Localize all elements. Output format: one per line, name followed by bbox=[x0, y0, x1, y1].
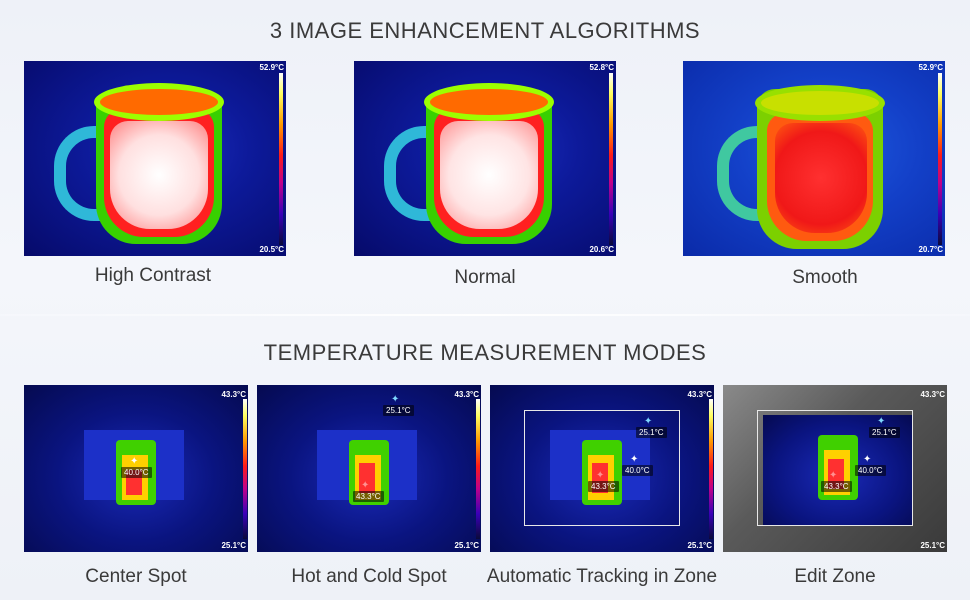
section-title-measurement: TEMPERATURE MEASUREMENT MODES bbox=[263, 340, 707, 365]
min-temp-label: 20.6°C bbox=[589, 245, 614, 254]
center-temp-tag: 40.0°C bbox=[622, 465, 653, 476]
caption-center-spot: Center Spot bbox=[85, 566, 187, 587]
center-temp-tag: 40.0°C bbox=[855, 465, 886, 476]
max-temp-label: 43.3°C bbox=[920, 390, 945, 399]
center-temp-tag: 40.0°C bbox=[121, 467, 152, 478]
max-temp-label: 43.3°C bbox=[687, 390, 712, 399]
temperature-scale bbox=[709, 399, 713, 539]
caption-high-contrast: High Contrast bbox=[94, 265, 212, 286]
section-divider bbox=[0, 314, 970, 316]
thermal-image-center-spot: ✦ 40.0°C 43.3°C 25.1°C bbox=[24, 385, 248, 552]
center-crosshair-icon: ✦ bbox=[130, 456, 139, 467]
hot-temp-tag: 43.3°C bbox=[821, 481, 852, 492]
max-temp-label: 43.3°C bbox=[454, 390, 479, 399]
min-temp-label: 25.1°C bbox=[920, 541, 945, 550]
thermal-image-hot-cold-spot: ✦ 25.1°C ✦ 43.3°C 43.3°C 25.1°C bbox=[257, 385, 481, 552]
cold-spot-icon: ✦ bbox=[644, 416, 653, 427]
thermal-image-normal: 52.8°C 20.6°C bbox=[354, 61, 616, 256]
section-title-enhancement: 3 IMAGE ENHANCEMENT ALGORITHMS bbox=[269, 18, 701, 43]
thermal-image-high-contrast: 52.9°C 20.5°C bbox=[24, 61, 286, 256]
temperature-scale bbox=[938, 73, 942, 245]
temperature-scale bbox=[609, 73, 613, 245]
cold-spot-icon: ✦ bbox=[391, 394, 400, 405]
cold-temp-tag: 25.1°C bbox=[383, 405, 414, 416]
caption-normal: Normal bbox=[454, 267, 516, 288]
cold-spot-icon: ✦ bbox=[877, 416, 886, 427]
mug-body-core bbox=[440, 121, 538, 229]
mug-rim bbox=[755, 85, 885, 121]
mug-body-core bbox=[110, 121, 208, 229]
min-temp-label: 25.1°C bbox=[687, 541, 712, 550]
max-temp-label: 52.9°C bbox=[918, 63, 943, 72]
hot-region-core bbox=[359, 463, 375, 493]
min-temp-label: 25.1°C bbox=[454, 541, 479, 550]
edit-zone-box[interactable] bbox=[757, 410, 913, 526]
cold-temp-tag: 25.1°C bbox=[636, 427, 667, 438]
max-temp-label: 52.8°C bbox=[589, 63, 614, 72]
mug-rim bbox=[424, 83, 554, 121]
cold-temp-tag: 25.1°C bbox=[869, 427, 900, 438]
mug-rim bbox=[94, 83, 224, 121]
caption-smooth: Smooth bbox=[792, 267, 858, 288]
center-crosshair-icon: ✦ bbox=[630, 454, 639, 465]
hot-spot-icon: ✦ bbox=[596, 470, 605, 481]
measurement-zone[interactable] bbox=[524, 410, 680, 526]
hot-temp-tag: 43.3°C bbox=[588, 481, 619, 492]
mug-body-core bbox=[775, 123, 867, 233]
caption-auto-tracking: Automatic Tracking in Zone bbox=[486, 566, 718, 587]
max-temp-label: 43.3°C bbox=[221, 390, 246, 399]
thermal-image-edit-zone: ✦ 25.1°C ✦ 40.0°C ✦ 43.3°C 43.3°C 25.1°C bbox=[723, 385, 947, 552]
min-temp-label: 20.7°C bbox=[918, 245, 943, 254]
temperature-scale bbox=[279, 73, 283, 245]
caption-hot-cold-spot: Hot and Cold Spot bbox=[291, 566, 447, 587]
hot-temp-tag: 43.3°C bbox=[353, 491, 384, 502]
caption-edit-zone: Edit Zone bbox=[794, 566, 876, 587]
temperature-scale bbox=[243, 399, 247, 539]
hot-spot-icon: ✦ bbox=[829, 470, 838, 481]
min-temp-label: 25.1°C bbox=[221, 541, 246, 550]
center-crosshair-icon: ✦ bbox=[863, 454, 872, 465]
thermal-image-auto-tracking: ✦ 25.1°C ✦ 40.0°C ✦ 43.3°C 43.3°C 25.1°C bbox=[490, 385, 714, 552]
min-temp-label: 20.5°C bbox=[259, 245, 284, 254]
max-temp-label: 52.9°C bbox=[259, 63, 284, 72]
thermal-image-smooth: 52.9°C 20.7°C bbox=[683, 61, 945, 256]
hot-spot-icon: ✦ bbox=[361, 480, 370, 491]
temperature-scale bbox=[476, 399, 480, 539]
